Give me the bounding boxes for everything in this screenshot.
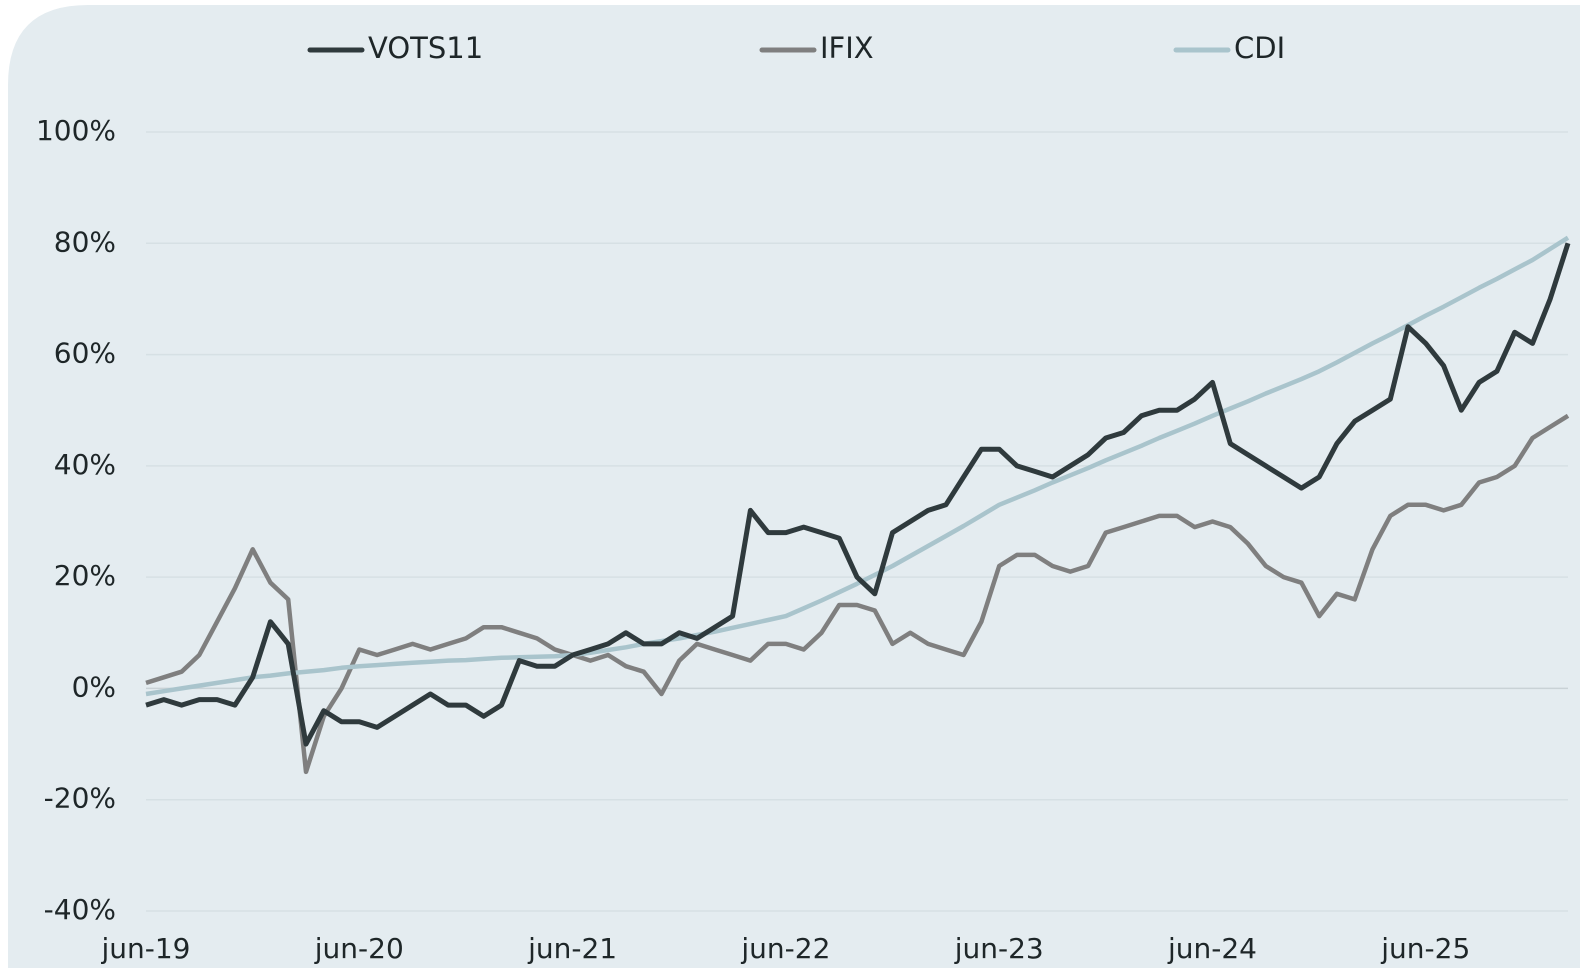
- y-tick-label: 20%: [54, 559, 116, 592]
- series-line: [145, 413, 1570, 775]
- y-tick-label: -20%: [44, 782, 116, 815]
- x-tick-label: jun-22: [740, 932, 830, 965]
- legend-label: IFIX: [820, 31, 874, 65]
- y-tick-label: 60%: [54, 337, 116, 370]
- x-tick-label: jun-20: [314, 932, 404, 965]
- legend-label: VOTS11: [368, 31, 483, 65]
- y-tick-label: 40%: [54, 448, 116, 481]
- legend-label: CDI: [1234, 31, 1285, 65]
- chart-background: [8, 5, 1580, 976]
- x-tick-label: jun-25: [1380, 932, 1470, 965]
- series-line: [145, 242, 1571, 747]
- y-tick-label: 80%: [54, 225, 116, 258]
- legend: VOTS11 IFIX CDI: [307, 31, 1285, 65]
- x-tick-label: jun-21: [527, 932, 617, 965]
- x-tick-label: jun-23: [954, 932, 1044, 965]
- y-tick-label: 100%: [36, 114, 116, 147]
- x-tick-label: jun-24: [1167, 932, 1257, 965]
- x-tick-label: jun-19: [100, 932, 190, 965]
- series-line: [145, 235, 1570, 697]
- y-tick-label: -40%: [44, 893, 116, 926]
- y-tick-label: 0%: [72, 670, 116, 703]
